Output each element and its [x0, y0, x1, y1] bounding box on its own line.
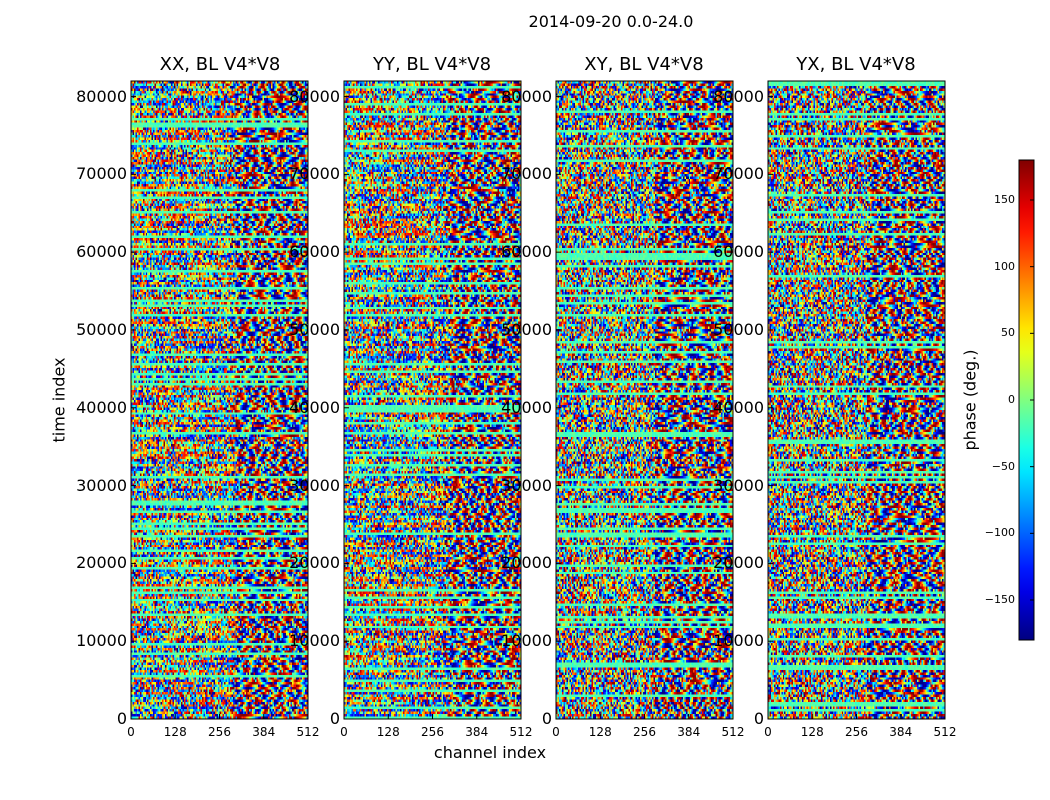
y-tick-label: 80000	[501, 86, 552, 106]
x-tick-label: 384	[252, 725, 276, 739]
x-tick-label: 384	[677, 725, 701, 739]
y-tick-label: 40000	[713, 397, 764, 417]
colorbar-tick-label: −100	[984, 526, 1015, 540]
y-tick-label: 60000	[501, 242, 552, 262]
x-tick-label: 384	[889, 725, 913, 739]
y-tick-label: 30000	[501, 475, 552, 495]
y-tick-label: 10000	[289, 631, 340, 651]
colorbar-tick-label: −150	[984, 593, 1015, 606]
colorbar-tick-label: 150	[994, 193, 1015, 206]
panel-title-yy: YY, BL V4*V8	[372, 54, 492, 75]
y-tick-label: 50000	[289, 319, 340, 339]
y-tick-label: 0	[541, 709, 552, 728]
x-tick-label: 128	[163, 725, 187, 739]
y-tick-label: 40000	[501, 397, 552, 417]
y-tick-label: 50000	[713, 319, 764, 339]
x-tick-label: 512	[933, 725, 957, 739]
y-tick-label: 70000	[289, 164, 340, 184]
y-tick-label: 80000	[713, 86, 764, 106]
y-tick-label: 70000	[501, 164, 552, 184]
x-tick-label: 256	[421, 725, 444, 739]
y-tick-label: 10000	[713, 631, 764, 651]
y-tick-label: 50000	[501, 319, 552, 339]
y-tick-label: 10000	[501, 631, 552, 651]
x-tick-label: 128	[588, 725, 612, 739]
y-tick-label: 80000	[76, 86, 127, 106]
x-tick-label: 0	[340, 725, 348, 739]
colorbar-tick-label: 0	[1008, 393, 1015, 406]
x-tick-label: 0	[127, 725, 135, 739]
x-tick-label: 0	[552, 725, 560, 739]
y-tick-label: 30000	[76, 475, 127, 495]
y-tick-label: 30000	[289, 475, 340, 495]
colorbar-tick-label: −50	[991, 459, 1015, 473]
panel-title-xx: XX, BL V4*V8	[159, 54, 281, 75]
x-tick-label: 256	[633, 725, 656, 739]
heatmap-xx	[131, 81, 308, 719]
panel-title-xy: XY, BL V4*V8	[584, 54, 704, 75]
x-tick-label: 512	[509, 725, 533, 739]
y-tick-label: 20000	[501, 553, 552, 573]
y-tick-label: 50000	[76, 319, 127, 339]
x-tick-label: 512	[721, 725, 745, 739]
x-tick-label: 512	[296, 725, 320, 739]
y-tick-label: 10000	[76, 631, 127, 651]
x-tick-label: 256	[208, 725, 231, 739]
x-tick-label: 0	[764, 725, 772, 739]
heatmap-xy	[556, 81, 733, 719]
x-tick-label: 128	[800, 725, 824, 739]
x-tick-label: 256	[845, 725, 868, 739]
heatmap-yy	[344, 81, 521, 719]
y-tick-label: 70000	[76, 164, 127, 184]
y-tick-label: 70000	[713, 164, 764, 184]
x-tick-label: 384	[465, 725, 489, 739]
y-tick-label: 30000	[713, 475, 764, 495]
figure-title: 2014-09-20 0.0-24.0	[528, 12, 694, 31]
y-tick-label: 60000	[76, 242, 127, 262]
colorbar-label: phase (deg.)	[960, 349, 980, 451]
y-tick-label: 60000	[713, 242, 764, 262]
panel-title-yx: YX, BL V4*V8	[796, 54, 916, 75]
x-axis-label: channel index	[433, 743, 547, 762]
y-tick-label: 80000	[289, 86, 340, 106]
heatmap-yx	[768, 81, 945, 719]
y-tick-label: 20000	[76, 553, 127, 573]
y-tick-label: 0	[329, 709, 340, 728]
y-tick-label: 60000	[289, 242, 340, 262]
y-tick-label: 0	[116, 709, 127, 728]
colorbar-tick-label: 50	[1001, 326, 1015, 340]
y-tick-label: 20000	[289, 553, 340, 573]
colorbar-tick-label: 100	[994, 259, 1015, 273]
y-tick-label: 40000	[76, 397, 127, 417]
y-tick-label: 0	[753, 709, 764, 728]
y-tick-label: 40000	[289, 397, 340, 417]
x-tick-label: 128	[376, 725, 400, 739]
y-tick-label: 20000	[713, 553, 764, 573]
